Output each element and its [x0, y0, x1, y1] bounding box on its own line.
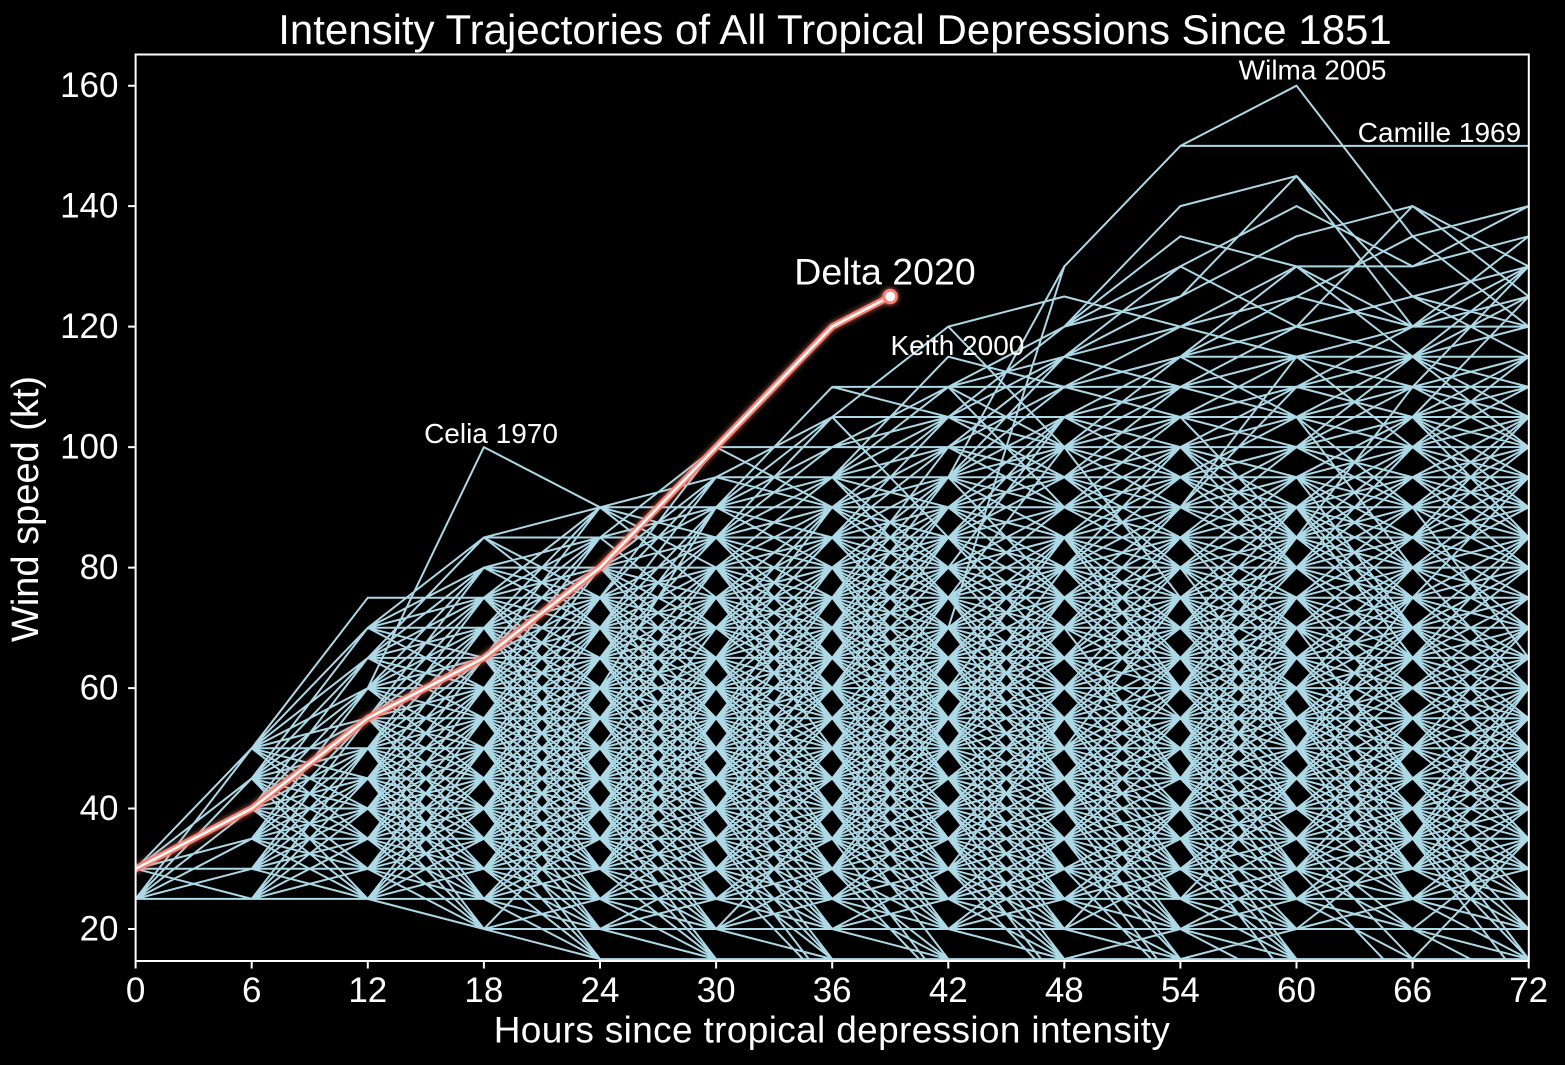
svg-text:72: 72 [1509, 971, 1548, 1010]
svg-text:Keith 2000: Keith 2000 [890, 330, 1024, 361]
svg-text:140: 140 [60, 187, 118, 226]
svg-text:0: 0 [126, 971, 145, 1010]
svg-text:Delta 2020: Delta 2020 [794, 251, 975, 293]
svg-text:30: 30 [697, 971, 736, 1010]
svg-text:54: 54 [1161, 971, 1200, 1010]
svg-text:80: 80 [80, 548, 119, 587]
svg-text:Hours since tropical depressio: Hours since tropical depression intensit… [494, 1010, 1171, 1051]
svg-text:60: 60 [80, 669, 119, 708]
svg-text:66: 66 [1393, 971, 1432, 1010]
svg-text:24: 24 [581, 971, 620, 1010]
svg-text:Wind speed (kt): Wind speed (kt) [5, 376, 47, 642]
svg-text:36: 36 [813, 971, 852, 1010]
svg-text:40: 40 [80, 789, 119, 828]
svg-text:20: 20 [80, 910, 119, 949]
svg-text:12: 12 [348, 971, 387, 1010]
svg-text:60: 60 [1277, 971, 1316, 1010]
svg-text:120: 120 [60, 307, 118, 346]
svg-text:Celia 1970: Celia 1970 [424, 418, 558, 449]
svg-text:160: 160 [60, 66, 118, 105]
svg-text:100: 100 [60, 428, 118, 467]
svg-text:6: 6 [242, 971, 261, 1010]
svg-text:Wilma 2005: Wilma 2005 [1239, 55, 1387, 86]
svg-text:Intensity Trajectories of All: Intensity Trajectories of All Tropical D… [278, 6, 1392, 53]
svg-text:18: 18 [464, 971, 503, 1010]
svg-text:Camille 1969: Camille 1969 [1358, 117, 1521, 148]
svg-text:42: 42 [929, 971, 968, 1010]
svg-text:48: 48 [1045, 971, 1084, 1010]
